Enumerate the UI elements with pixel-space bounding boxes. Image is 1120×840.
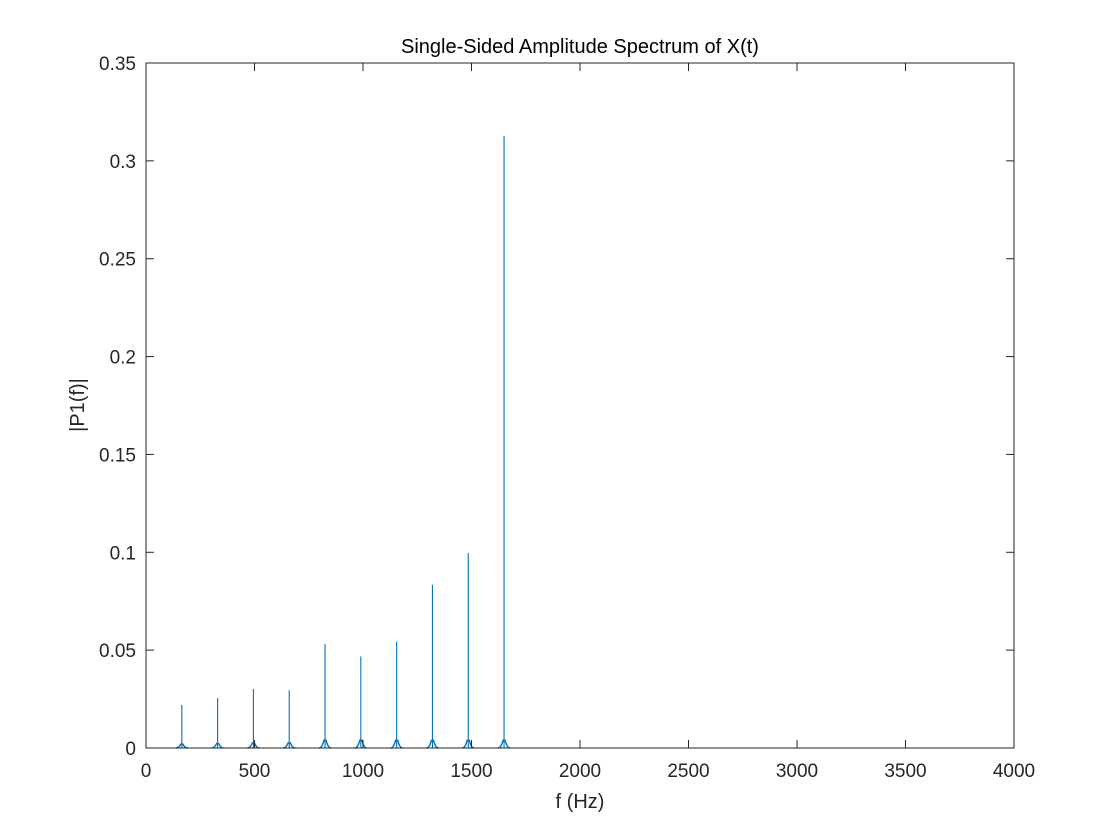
x-tick-label: 500 (239, 761, 271, 782)
y-axis: 0 0.05 0.1 0.15 0.2 0.25 0.3 0.35 (99, 54, 1014, 760)
x-tick-label: 1000 (342, 761, 384, 782)
x-tick-label: 0 (141, 761, 152, 782)
spectrum-peak-skirt (283, 742, 296, 749)
x-axis-label: f (Hz) (556, 791, 605, 813)
y-tick-label: 0.05 (99, 641, 136, 662)
y-tick-label: 0 (125, 739, 136, 760)
spectrum-peak-skirt (390, 739, 403, 749)
y-tick-label: 0.2 (110, 348, 136, 369)
spectrum-peak-skirt (318, 739, 332, 749)
chart-title: Single-Sided Amplitude Spectrum of X(t) (401, 36, 759, 58)
y-axis-label: |P1(f)| (67, 378, 89, 432)
spectrum-peak-skirt (354, 739, 367, 749)
y-tick-label: 0.35 (99, 54, 136, 75)
spectrum-peak-skirt (497, 739, 511, 749)
spectrum-peak-skirt (462, 739, 475, 749)
y-tick-label: 0.1 (110, 543, 136, 564)
x-tick-label: 1500 (450, 761, 492, 782)
spectrum-peak-skirt (247, 741, 260, 749)
y-tick-label: 0.25 (99, 250, 136, 271)
y-tick-label: 0.15 (99, 445, 136, 466)
y-tick-label: 0.3 (110, 152, 136, 173)
x-tick-label: 3000 (776, 761, 818, 782)
x-axis: 0 500 1000 1500 2000 2500 3000 3500 4000 (141, 63, 1035, 782)
spectrum-peak-skirt (426, 739, 439, 749)
x-tick-label: 4000 (993, 761, 1035, 782)
x-tick-label: 2000 (559, 761, 601, 782)
x-tick-label: 3500 (884, 761, 926, 782)
x-tick-label: 2500 (667, 761, 709, 782)
plot-area (146, 63, 1014, 748)
